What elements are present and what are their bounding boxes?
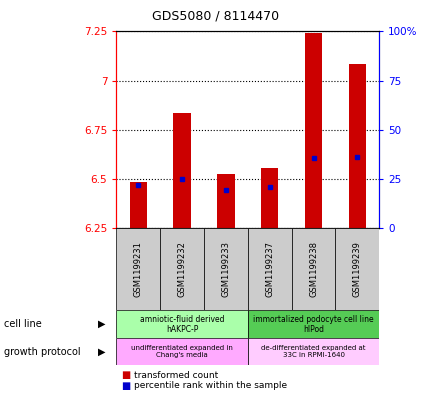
Bar [160,228,203,310]
Bar [217,174,234,228]
Bar [348,64,366,228]
Bar [116,228,160,310]
Bar [304,33,322,228]
Text: GDS5080 / 8114470: GDS5080 / 8114470 [152,10,278,23]
Bar [247,338,378,365]
Text: GSM1199238: GSM1199238 [308,241,317,297]
Bar [116,310,247,338]
Bar [116,338,247,365]
Text: undifferentiated expanded in
Chang's media: undifferentiated expanded in Chang's med… [131,345,233,358]
Bar [247,228,291,310]
Text: ■: ■ [120,381,129,391]
Text: GSM1199239: GSM1199239 [352,241,361,297]
Text: GSM1199231: GSM1199231 [133,241,142,297]
Text: ■: ■ [120,370,129,380]
Text: cell line: cell line [4,319,42,329]
Text: growth protocol: growth protocol [4,347,81,357]
Text: percentile rank within the sample: percentile rank within the sample [133,382,286,390]
Bar [203,228,247,310]
Bar [291,228,335,310]
Text: GSM1199232: GSM1199232 [177,241,186,297]
Bar [335,228,378,310]
Text: immortalized podocyte cell line
hIPod: immortalized podocyte cell line hIPod [253,314,373,334]
Text: amniotic-fluid derived
hAKPC-P: amniotic-fluid derived hAKPC-P [139,314,224,334]
Text: ▶: ▶ [97,319,105,329]
Bar [173,114,190,228]
Text: de-differentiated expanded at
33C in RPMI-1640: de-differentiated expanded at 33C in RPM… [261,345,365,358]
Bar [261,169,278,228]
Text: ▶: ▶ [97,347,105,357]
Bar [247,310,378,338]
Text: GSM1199233: GSM1199233 [221,241,230,297]
Text: transformed count: transformed count [133,371,217,380]
Bar [129,182,147,228]
Text: GSM1199237: GSM1199237 [264,241,273,297]
